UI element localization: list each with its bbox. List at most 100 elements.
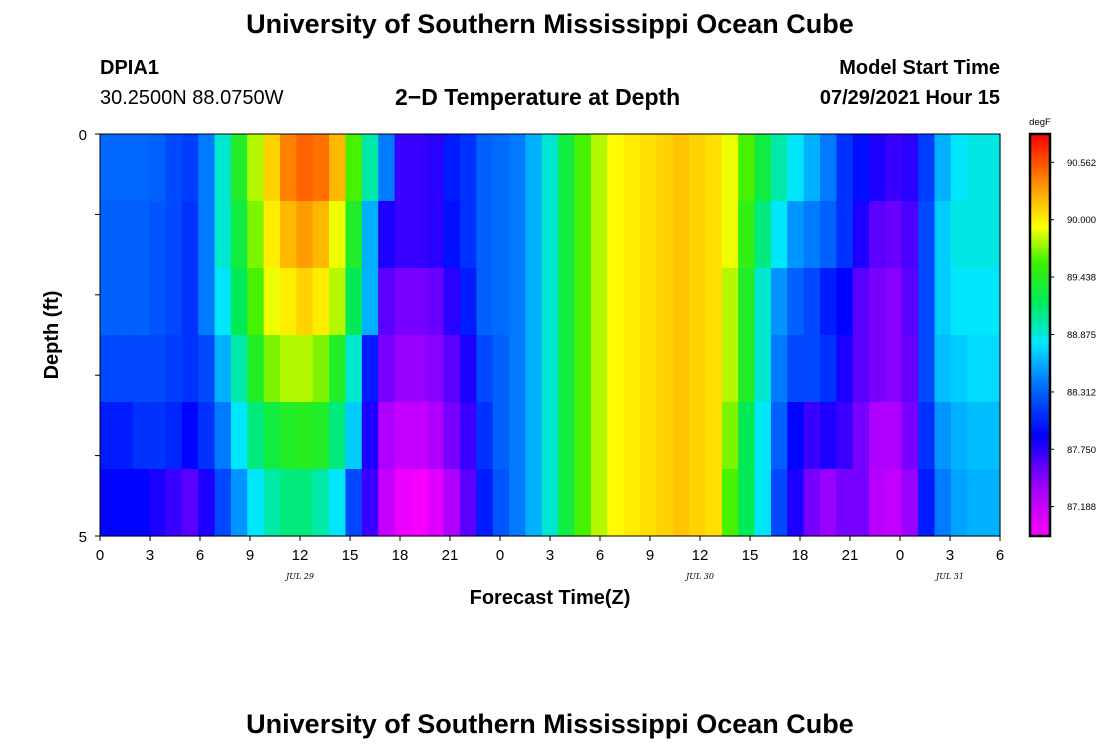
heatmap-cell [885, 335, 903, 403]
colorbar-segment [1030, 345, 1050, 349]
heatmap-cell [280, 469, 297, 537]
x-tick-label: 9 [646, 547, 654, 564]
colorbar-segment [1030, 167, 1050, 172]
heatmap-cell [378, 201, 396, 269]
colorbar-segment [1030, 465, 1050, 470]
heatmap-cell [607, 402, 625, 470]
heatmap-cell [803, 335, 821, 403]
date-label: JUL 30 [684, 572, 714, 581]
heatmap-cell [721, 469, 739, 537]
heatmap-cell [787, 469, 805, 537]
heatmap-cell [787, 268, 805, 336]
heatmap-cell [427, 268, 445, 336]
heatmap-cell [770, 268, 788, 336]
colorbar-segment [1030, 462, 1050, 467]
colorbar-segment [1030, 254, 1050, 259]
heatmap-cell [640, 335, 657, 403]
heatmap-cell [214, 469, 232, 537]
x-tick-label: 21 [842, 547, 859, 564]
heatmap-cell [230, 201, 248, 269]
colorbar-segment [1030, 502, 1050, 507]
heatmap-cell [721, 268, 739, 336]
heatmap-cell [345, 402, 363, 470]
heatmap-cell [541, 402, 559, 470]
heatmap-cell [214, 201, 232, 269]
heatmap-cell [918, 335, 936, 403]
model-start-value: 07/29/2021 Hour 15 [819, 87, 1000, 109]
heatmap-cell [509, 469, 527, 537]
heatmap-cell [590, 134, 608, 202]
colorbar-segment [1030, 224, 1050, 229]
colorbar-segment [1030, 428, 1050, 433]
colorbar-segment [1030, 355, 1050, 360]
heatmap-cell [820, 402, 837, 470]
colorbar-segment [1030, 455, 1050, 460]
colorbar-segment [1030, 314, 1050, 319]
heatmap-cell [754, 335, 772, 403]
colorbar-segment [1030, 257, 1050, 262]
colorbar-segment [1030, 298, 1050, 303]
heatmap-cell [214, 335, 232, 403]
colorbar-segment [1030, 170, 1050, 175]
heatmap-cell [198, 134, 216, 202]
colorbar: degF 90.562 90.000 89.438 88.875 88.312 87.750… [1028, 117, 1096, 538]
heatmap-cell [247, 134, 265, 202]
heatmap-cell [901, 402, 919, 470]
colorbar-segment [1030, 207, 1050, 212]
heatmap-cell [623, 201, 641, 269]
heatmap-cell [803, 268, 821, 336]
colorbar-segment [1030, 522, 1050, 527]
heatmap-cell [623, 335, 641, 403]
heatmap-cell [394, 201, 412, 269]
heatmap-cell [738, 402, 756, 470]
heatmap-cell [590, 268, 608, 336]
heatmap-cell [181, 268, 199, 336]
heatmap-cell [116, 268, 134, 336]
colorbar-segment [1030, 234, 1050, 239]
heatmap-cell [345, 201, 363, 269]
heatmap-cell [934, 469, 952, 537]
colorbar-segment [1030, 318, 1050, 323]
heatmap-cell [247, 201, 265, 269]
colorbar-segment [1030, 201, 1050, 205]
heatmap-cell [345, 268, 363, 336]
heatmap-cell [394, 268, 412, 336]
heatmap-cell [361, 469, 379, 537]
heatmap-cell [950, 134, 968, 202]
colorbar-label: 89.438 [1067, 273, 1096, 284]
heatmap-cell [492, 201, 510, 269]
heatmap-cell [296, 335, 314, 403]
heatmap-cell [705, 402, 723, 470]
heatmap-cell [574, 335, 592, 403]
heatmap-cell [361, 268, 379, 336]
colorbar-segment [1030, 278, 1050, 282]
model-start-label: Model Start Time [839, 57, 1000, 79]
heatmap-cell [296, 134, 314, 202]
x-tick-label: 3 [546, 547, 554, 564]
heatmap-cell [165, 402, 183, 470]
heatmap-cell [181, 335, 199, 403]
heatmap-cell [312, 402, 330, 470]
heatmap-cell [689, 201, 707, 269]
heatmap-cell [656, 268, 674, 336]
heatmap-cell [640, 201, 657, 269]
heatmap-cell [100, 268, 117, 336]
heatmap-cell [214, 268, 232, 336]
heatmap-cell [100, 201, 117, 269]
colorbar-label: 90.562 [1067, 158, 1096, 169]
colorbar-segment [1030, 341, 1050, 346]
heatmap-cell [541, 335, 559, 403]
heatmap-cell [280, 201, 297, 269]
heatmap-cell [541, 134, 559, 202]
heatmap-cell [492, 469, 510, 537]
heatmap-cell [492, 335, 510, 403]
heatmap-cell [329, 134, 347, 202]
heatmap-cell [476, 469, 494, 537]
colorbar-segment [1030, 217, 1050, 222]
plot-title: 2−D Temperature at Depth [395, 84, 681, 110]
colorbar-segment [1030, 140, 1050, 145]
heatmap-cell [410, 335, 428, 403]
heatmap-cell [361, 134, 379, 202]
heatmap-cells [100, 134, 1001, 537]
heatmap-cell [950, 402, 968, 470]
